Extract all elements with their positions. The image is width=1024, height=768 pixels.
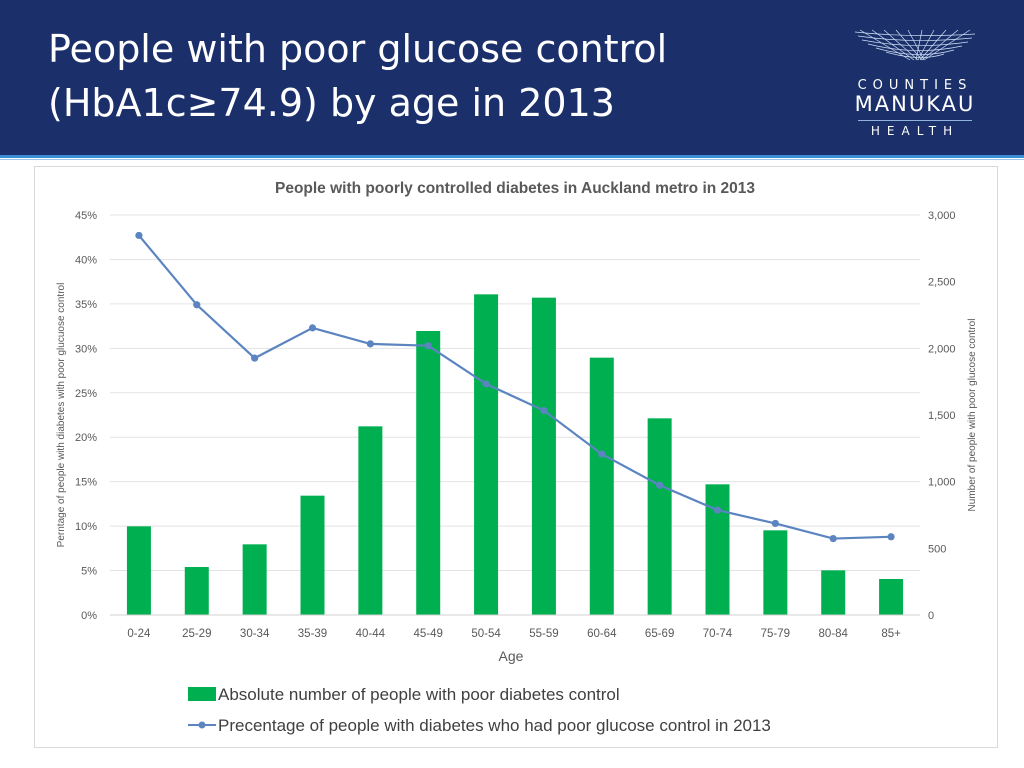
header-banner: People with poor glucose control (HbA1c≥… [0,0,1024,155]
bar-40-44 [358,426,383,615]
bar-55-59 [531,297,556,615]
line-series [135,231,895,543]
y-right-tick-label: 2,500 [928,277,956,289]
x-tick-label: 55-59 [529,628,558,640]
bar-45-49 [416,331,441,615]
x-tick-label: 60-64 [587,628,617,640]
slide-title-line-1: People with poor glucose control [48,27,668,71]
y-right-tick-label: 1,500 [928,410,956,422]
bar-35-39 [300,495,325,615]
bar-0-24 [126,526,151,615]
line-point-75-79 [771,519,779,528]
y-axis-right-title: Number of people with poor glucose contr… [967,319,978,512]
logo-text-health: HEALTH [870,124,960,138]
y-right-tick-label: 500 [928,543,946,555]
line-point-55-59 [540,406,548,415]
y-left-tick-label: 20% [75,432,97,444]
line-point-70-74 [713,506,722,514]
x-tick-label: 65-69 [645,628,674,640]
line-point-25-29 [193,301,201,309]
bar-65-69 [647,418,672,615]
counties-manukau-logo: COUNTIES MANUKAU HEALTH [850,26,980,142]
logo-divider [858,120,972,121]
line-point-65-69 [656,481,664,489]
axes: 0% 5% 10% 15% 20% 25% 30% 35% 40% 45% 0 500 1,000 1,5… [75,210,956,640]
y-left-tick-label: 30% [75,343,97,355]
y-left-tick-label: 15% [75,477,97,489]
y-right-tick-label: 0 [928,610,934,622]
bar-50-54 [474,294,499,615]
legend-bar-swatch [188,687,216,701]
line-point-50-54 [482,380,490,388]
y-left-tick-label: 10% [75,521,97,533]
logo-mesh-icon [854,29,976,61]
chart-frame: 0% 5% 10% 15% 20% 25% 30% 35% 40% 45% 0 500 1,000 1,5… [34,166,998,748]
chart-title: People with poorly controlled diabetes i… [275,180,755,197]
banner-accent-rule [0,155,1024,158]
y-left-tick-label: 45% [75,210,97,222]
x-tick-label: 75-79 [761,628,790,640]
x-tick-label: 25-29 [182,628,211,640]
line-point-30-34 [251,354,259,362]
slide-title: People with poor glucose control (HbA1c≥… [48,22,768,130]
x-tick-label: 45-49 [414,628,443,640]
x-tick-label: 0-24 [127,628,151,640]
x-axis-title: Age [499,648,524,664]
line-point-60-64 [598,450,606,458]
y-left-tick-label: 35% [75,299,97,311]
y-left-tick-label: 5% [81,566,97,578]
line-point-45-49 [424,342,432,350]
bar-series [126,294,904,615]
line-point-80-84 [829,534,837,543]
legend: Absolute number of people with poor diab… [188,685,771,735]
y-axis-left-title: Perntage of people with diabetes with po… [56,283,67,548]
line-point-0-24 [135,231,143,240]
bar-85+ [879,579,904,615]
legend-line-label: Precentage of people with diabetes who h… [218,716,771,735]
y-right-tick-label: 2,000 [928,343,956,355]
combo-chart: 0% 5% 10% 15% 20% 25% 30% 35% 40% 45% 0 500 1,000 1,5… [56,180,978,735]
logo-text-manukau: MANUKAU [854,92,976,116]
banner-accent-rule-thin [0,159,1024,160]
y-left-tick-label: 40% [75,254,97,266]
x-tick-label: 80-84 [819,628,849,640]
x-tick-label: 40-44 [356,628,386,640]
legend-bar-label: Absolute number of people with poor diab… [218,685,620,704]
x-tick-label: 50-54 [471,628,501,640]
x-tick-label: 85+ [881,628,901,640]
bar-75-79 [763,530,788,615]
slide-title-line-2: (HbA1c≥74.9) by age in 2013 [48,81,615,125]
line-point-35-39 [308,324,317,332]
x-tick-label: 35-39 [298,628,327,640]
y-right-tick-label: 3,000 [928,210,956,222]
bar-25-29 [184,567,209,615]
line-point-85+ [887,533,895,541]
y-right-tick-label: 1,000 [928,477,956,489]
y-left-tick-label: 25% [75,388,97,400]
percentage-line [138,234,892,540]
bar-80-84 [821,570,846,615]
x-tick-label: 70-74 [703,628,733,640]
line-point-40-44 [366,340,374,348]
bar-60-64 [589,357,614,615]
y-left-tick-label: 0% [81,610,97,622]
x-tick-label: 30-34 [240,628,270,640]
bar-30-34 [242,544,267,615]
logo-text-counties: COUNTIES [857,78,973,93]
bar-70-74 [705,484,730,615]
gridlines [110,214,920,616]
legend-line-marker [198,721,206,729]
